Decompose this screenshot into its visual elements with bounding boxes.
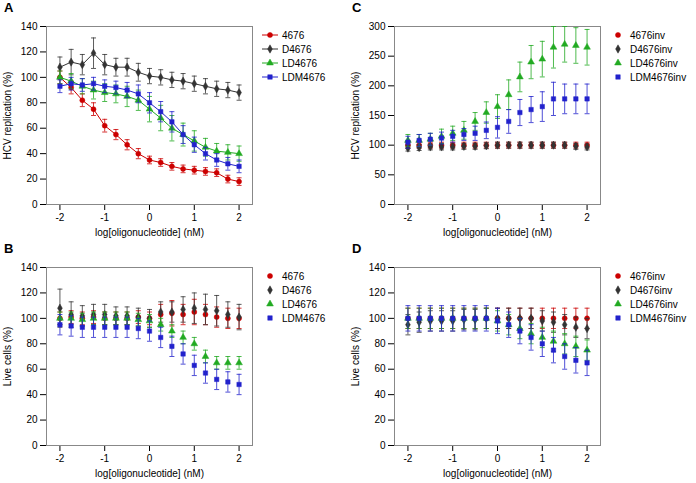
svg-text:-2: -2 [55,212,64,223]
html-text:LD4676inv: LD4676inv [630,57,678,69]
svg-text:0: 0 [380,440,386,451]
html-text:B: B [4,241,14,256]
html-text:A: A [4,0,14,15]
html-text:4676inv: 4676inv [630,270,665,282]
html-text:D4676: D4676 [282,43,312,55]
svg-text:log[oligonucleotide] (nM): log[oligonucleotide] (nM) [95,468,204,479]
svg-text:1: 1 [192,212,198,223]
svg-text:300: 300 [369,21,386,32]
svg-text:140: 140 [21,262,38,273]
svg-text:0: 0 [32,440,38,451]
svg-text:20: 20 [374,414,386,425]
svg-text:140: 140 [21,21,38,32]
html-text:D4676: D4676 [282,284,312,296]
svg-text:80: 80 [26,97,38,108]
svg-text:-2: -2 [55,453,64,464]
svg-text:20: 20 [26,414,38,425]
html-text:LD4676: LD4676 [282,57,317,69]
svg-text:40: 40 [26,389,38,400]
svg-text:-2: -2 [403,212,412,223]
svg-text:40: 40 [374,389,386,400]
svg-text:120: 120 [21,287,38,298]
html-text:LDM4676inv: LDM4676inv [630,71,687,83]
html-text:LDM4676: LDM4676 [282,71,326,83]
svg-text:0: 0 [380,199,386,210]
svg-text:250: 250 [369,50,386,61]
svg-text:-2: -2 [403,453,412,464]
html-text:LDM4676inv: LDM4676inv [630,312,687,324]
svg-text:0: 0 [147,453,153,464]
svg-text:-1: -1 [448,212,457,223]
svg-text:120: 120 [21,46,38,57]
html-text:D4676inv: D4676inv [630,43,673,55]
html-text:4676: 4676 [282,270,305,282]
html-text:LD4676inv: LD4676inv [630,298,678,310]
svg-text:Live cells (%): Live cells (%) [350,327,361,386]
svg-text:HCV replication (%): HCV replication (%) [350,72,361,160]
svg-text:0: 0 [32,199,38,210]
svg-text:2: 2 [584,212,590,223]
svg-text:50: 50 [374,169,386,180]
svg-text:-1: -1 [448,453,457,464]
svg-text:2: 2 [584,453,590,464]
html-text:D: D [352,241,362,256]
svg-text:-1: -1 [100,212,109,223]
svg-text:60: 60 [26,122,38,133]
svg-text:log[oligonucleotide] (nM): log[oligonucleotide] (nM) [95,227,204,238]
html-text:4676: 4676 [282,29,305,41]
svg-text:80: 80 [26,338,38,349]
svg-text:100: 100 [21,313,38,324]
html-text:D4676inv: D4676inv [630,284,673,296]
svg-text:200: 200 [369,80,386,91]
svg-text:0: 0 [495,453,501,464]
html-text:LDM4676: LDM4676 [282,312,326,324]
svg-text:1: 1 [192,453,198,464]
html-text:4676inv: 4676inv [630,29,665,41]
svg-text:-1: -1 [100,453,109,464]
svg-text:2: 2 [236,212,242,223]
svg-text:100: 100 [369,313,386,324]
svg-text:2: 2 [236,453,242,464]
svg-text:1: 1 [540,453,546,464]
svg-text:HCV replication (%): HCV replication (%) [2,72,13,160]
svg-text:0: 0 [147,212,153,223]
svg-text:140: 140 [369,262,386,273]
svg-text:40: 40 [26,148,38,159]
svg-text:150: 150 [369,110,386,121]
svg-text:80: 80 [374,338,386,349]
svg-text:120: 120 [369,287,386,298]
svg-text:60: 60 [374,363,386,374]
svg-text:0: 0 [495,212,501,223]
svg-text:100: 100 [369,139,386,150]
svg-text:Live cells (%): Live cells (%) [2,327,13,386]
html-text:LD4676: LD4676 [282,298,317,310]
svg-text:20: 20 [26,173,38,184]
svg-text:log[oligonucleotide] (nM): log[oligonucleotide] (nM) [443,468,552,479]
svg-text:100: 100 [21,72,38,83]
svg-text:60: 60 [26,363,38,374]
svg-text:1: 1 [540,212,546,223]
html-text:C: C [352,0,362,15]
svg-text:log[oligonucleotide] (nM): log[oligonucleotide] (nM) [443,227,552,238]
